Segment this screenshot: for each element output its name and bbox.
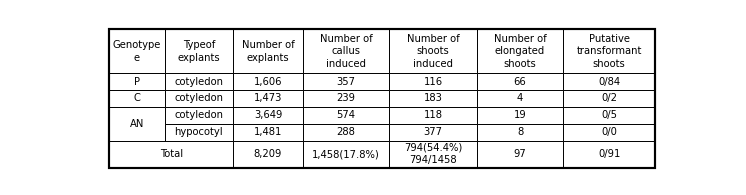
Bar [477,73,563,90]
Bar [165,73,233,90]
Bar [389,73,477,90]
Bar [303,90,389,107]
Bar [110,141,233,168]
Bar [389,90,477,107]
Text: 8,209: 8,209 [254,149,282,159]
Bar [389,29,477,73]
Text: P: P [134,77,140,87]
Bar [389,107,477,124]
Bar [233,73,303,90]
Text: 0/84: 0/84 [598,77,620,87]
Bar [233,107,303,124]
Bar [303,124,389,141]
Bar [233,124,303,141]
Bar [233,90,303,107]
Bar [563,29,655,73]
Text: Genotype
e: Genotype e [113,40,161,63]
Text: C: C [134,93,140,104]
Text: 794(54.4%)
794/1458: 794(54.4%) 794/1458 [404,143,463,166]
Bar [303,29,389,73]
Text: 19: 19 [514,110,527,120]
Text: 0/91: 0/91 [598,149,621,159]
Text: 66: 66 [514,77,527,87]
Text: Number of
explants: Number of explants [242,40,295,63]
Bar [165,29,233,73]
Bar [165,90,233,107]
Bar [110,73,165,90]
Bar [165,124,233,141]
Text: AN: AN [130,119,144,129]
Text: Number of
shoots
induced: Number of shoots induced [407,34,460,69]
Bar [477,107,563,124]
Bar [477,90,563,107]
Text: 288: 288 [336,127,356,137]
Text: Number of
callus
induced: Number of callus induced [320,34,372,69]
Text: 1,473: 1,473 [254,93,282,104]
Bar [110,107,165,141]
Bar [477,124,563,141]
Text: 118: 118 [424,110,442,120]
Text: Number of
elongated
shoots: Number of elongated shoots [494,34,547,69]
Text: cotyledon: cotyledon [175,110,223,120]
Bar [477,29,563,73]
Text: 1,481: 1,481 [254,127,282,137]
Bar [303,107,389,124]
Bar [303,141,389,168]
Bar [563,90,655,107]
Text: 116: 116 [424,77,442,87]
Text: 357: 357 [336,77,356,87]
Text: 377: 377 [424,127,442,137]
Text: 0/0: 0/0 [601,127,617,137]
Text: 4: 4 [517,93,523,104]
Bar [563,73,655,90]
Bar [110,90,165,107]
Text: 239: 239 [336,93,356,104]
Bar [389,124,477,141]
Bar [110,29,165,73]
Bar [563,124,655,141]
Text: Typeof
explants: Typeof explants [178,40,220,63]
Text: cotyledon: cotyledon [175,77,223,87]
Bar [303,73,389,90]
Text: Total: Total [160,149,183,159]
Text: 0/5: 0/5 [601,110,617,120]
Text: 1,606: 1,606 [254,77,282,87]
Bar [165,107,233,124]
Text: 183: 183 [424,93,442,104]
Text: 8: 8 [517,127,523,137]
Text: 3,649: 3,649 [254,110,282,120]
Text: 574: 574 [336,110,356,120]
Text: hypocotyl: hypocotyl [175,127,223,137]
Bar [563,107,655,124]
Bar [233,141,303,168]
Text: 97: 97 [514,149,527,159]
Text: cotyledon: cotyledon [175,93,223,104]
Text: 1,458(17.8%): 1,458(17.8%) [313,149,380,159]
Text: 0/2: 0/2 [601,93,617,104]
Bar [389,141,477,168]
Bar [233,29,303,73]
Bar [563,141,655,168]
Text: Putative
transformant
shoots: Putative transformant shoots [577,34,642,69]
Bar [477,141,563,168]
